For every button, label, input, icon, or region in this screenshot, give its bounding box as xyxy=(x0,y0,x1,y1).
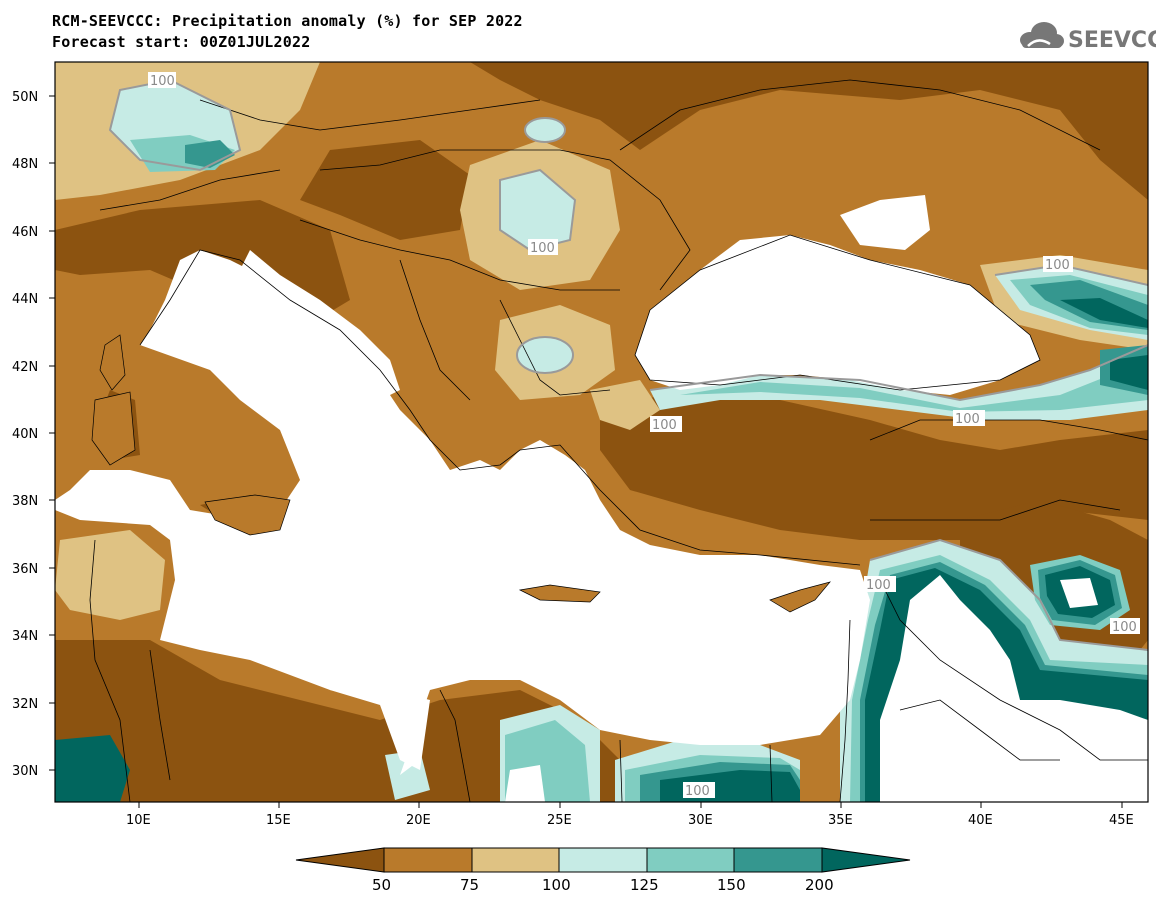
crete xyxy=(518,584,601,603)
colorbar-125-150 xyxy=(646,847,735,873)
lat-axis: 50N 48N 46N 44N 42N 40N 38N 36N 34N 32N … xyxy=(12,90,55,779)
lon-tick-label: 35E xyxy=(828,813,853,828)
contour-label: 100 xyxy=(685,784,710,799)
colorbar xyxy=(295,847,911,873)
lat-tick-label: 34N xyxy=(12,629,38,644)
gulf-of-sidra xyxy=(330,690,430,770)
contour-label: 100 xyxy=(652,418,677,433)
sea-of-azov xyxy=(840,195,930,250)
colorbar-label: 200 xyxy=(805,876,834,894)
lon-tick-label: 15E xyxy=(266,813,291,828)
logo-text: SEEVCCC xyxy=(1068,28,1156,53)
colorbar-50-75 xyxy=(383,847,473,873)
colorbar-label: 100 xyxy=(542,876,571,894)
colorbar-150-200 xyxy=(733,847,823,873)
colorbar-label: 125 xyxy=(630,876,659,894)
borders xyxy=(89,79,1148,802)
lat-tick-label: 32N xyxy=(12,697,38,712)
contour-label: 100 xyxy=(1112,620,1137,635)
seevccc-logo: SEEVCCC xyxy=(1020,22,1156,53)
contour-label: 100 xyxy=(1045,258,1070,273)
map-frame xyxy=(54,61,1149,803)
contour-labels: 100 100 100 100 100 100 100 100 xyxy=(148,72,1140,799)
lat-tick-label: 44N xyxy=(12,292,38,307)
sea-areas xyxy=(55,195,1040,775)
colorbar-below-50 xyxy=(295,847,385,873)
black-sea xyxy=(635,235,1040,395)
lat-tick-label: 48N xyxy=(12,157,38,172)
cloud-icon xyxy=(1020,22,1064,48)
colorbar-100-125 xyxy=(558,847,648,873)
colorbar-75-100 xyxy=(471,847,560,873)
forecast-start: Forecast start: 00Z01JUL2022 xyxy=(52,33,311,51)
cyprus xyxy=(769,581,831,613)
contour-label: 100 xyxy=(955,412,980,427)
lat-tick-label: 50N xyxy=(12,90,38,105)
corsica xyxy=(99,334,126,391)
lon-tick-label: 45E xyxy=(1109,813,1134,828)
lon-tick-label: 40E xyxy=(968,813,993,828)
contour-label: 100 xyxy=(866,578,891,593)
lat-tick-label: 46N xyxy=(12,225,38,240)
lat-tick-label: 38N xyxy=(12,494,38,509)
sardinia xyxy=(91,391,136,466)
lat-tick-label: 36N xyxy=(12,562,38,577)
colorbar-label: 50 xyxy=(372,876,391,894)
lon-tick-label: 25E xyxy=(547,813,572,828)
lon-tick-label: 30E xyxy=(688,813,713,828)
lat-tick-label: 42N xyxy=(12,360,38,375)
lat-tick-label: 40N xyxy=(12,427,38,442)
colorbar-above-200 xyxy=(821,847,911,873)
colorbar-label: 150 xyxy=(717,876,746,894)
contour-label: 100 xyxy=(150,74,175,89)
lon-tick-label: 10E xyxy=(126,813,151,828)
colorbar-labels: 50 75 100 125 150 200 xyxy=(372,876,834,894)
islands xyxy=(91,334,831,613)
lat-tick-label: 30N xyxy=(12,764,38,779)
map-title: RCM-SEEVCCC: Precipitation anomaly (%) f… xyxy=(52,12,523,30)
sicily xyxy=(204,494,291,536)
contour-label: 100 xyxy=(530,241,555,256)
contour-100-lines xyxy=(108,78,1148,651)
mediterranean-sea xyxy=(55,250,870,775)
colorbar-label: 75 xyxy=(460,876,479,894)
lon-tick-label: 20E xyxy=(406,813,431,828)
adriatic-sea xyxy=(240,250,400,400)
lon-axis: 10E 15E 20E 25E 30E 35E 40E 45E xyxy=(126,802,1134,828)
